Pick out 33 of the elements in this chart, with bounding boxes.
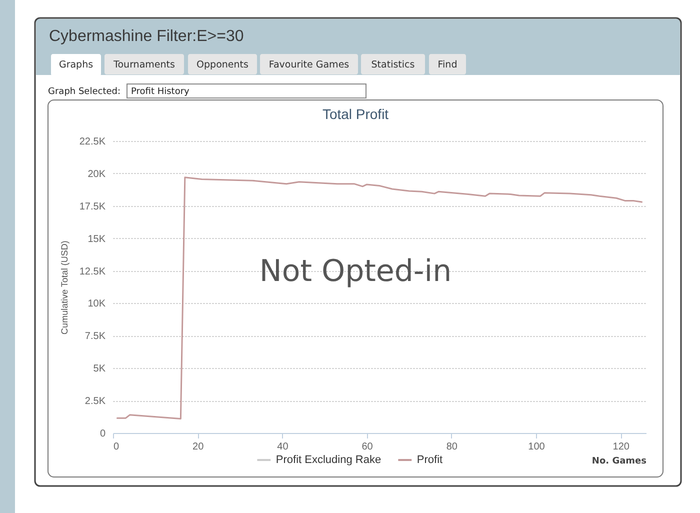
text: Find	[438, 60, 458, 70]
y-tick-label: 2.5K	[84, 396, 106, 408]
legend-label: Profit Excluding Rake	[276, 454, 382, 466]
legend-label: Profit	[416, 454, 443, 466]
annotation: Not Opted-in	[259, 254, 452, 289]
line-series	[116, 176, 643, 420]
y-tick-label: 17.5K	[79, 201, 106, 212]
text: Tournaments	[112, 60, 175, 70]
x-tick-label: 20	[192, 442, 204, 452]
chart-title: Total Profit	[322, 106, 389, 122]
x-axis-title: No. Games	[592, 456, 646, 466]
text: Favourite Games	[268, 60, 350, 70]
y-tick-label: 10K	[88, 298, 106, 310]
text: Graph Selected:	[48, 87, 121, 97]
x-tick-label: 60	[362, 442, 374, 452]
x-tick-label: 80	[446, 442, 458, 452]
y-tick-label: 7.5K	[84, 331, 106, 342]
x-tick-label: 120	[612, 442, 630, 452]
text: Opponents	[196, 60, 248, 70]
text: Cybermashine Filter:E>=30	[49, 28, 244, 45]
y-tick-label: 5K	[93, 364, 106, 375]
y-tick-label: 15K	[88, 234, 106, 245]
text: Graphs	[58, 60, 94, 70]
x-tick-label: 100	[528, 442, 546, 452]
y-tick-label: 22.5K	[79, 136, 106, 148]
x-tick-label: 40	[277, 442, 289, 452]
text: Profit History	[131, 87, 190, 97]
y-axis-title: Cumulative Total (USD)	[59, 240, 70, 334]
y-tick-label: 12.5K	[79, 266, 106, 278]
y-tick-label: 20K	[88, 168, 106, 180]
text: Statistics	[371, 60, 415, 70]
y-tick-label: 0	[100, 428, 106, 440]
x-tick-label: 0	[114, 442, 120, 452]
